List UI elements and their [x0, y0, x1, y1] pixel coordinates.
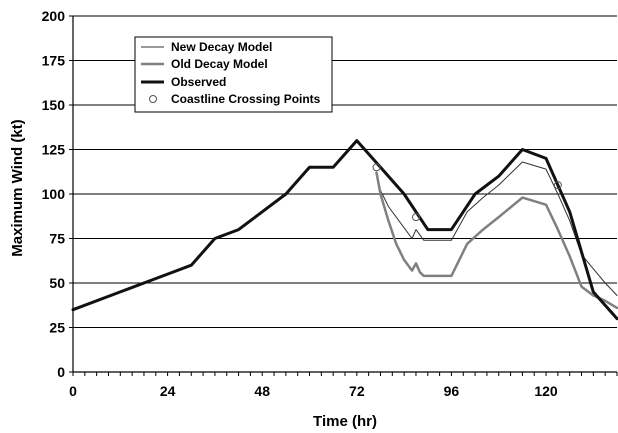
y-axis-title: Maximum Wind (kt): [9, 119, 26, 256]
y-tick-label: 50: [49, 275, 65, 291]
coastline-crossing-point: [411, 213, 420, 222]
crossing-point-markers: [372, 163, 562, 222]
y-tick-labels: 0 25 50 75 100 125 150 175 200: [42, 8, 66, 380]
x-tick-labels: 0 24 48 72 96 120: [69, 383, 558, 399]
y-tick-label: 100: [42, 186, 66, 202]
x-tick-label: 0: [69, 383, 77, 399]
y-tick-label: 175: [42, 53, 66, 69]
old-decay-model-line: [375, 171, 618, 310]
legend-swatch-crossing-points: [149, 95, 157, 103]
x-axis-title: Time (hr): [313, 413, 377, 430]
legend-label-new-decay: New Decay Model: [171, 40, 272, 54]
legend: New Decay Model Old Decay Model Observed…: [134, 36, 333, 113]
legend-label-crossing-points: Coastline Crossing Points: [171, 92, 321, 106]
x-tick-label: 72: [349, 383, 365, 399]
legend-box: [134, 36, 333, 113]
x-tick-label: 120: [534, 383, 558, 399]
axes: [69, 15, 618, 376]
y-tick-label: 75: [49, 231, 65, 247]
y-tick-label: 0: [57, 364, 65, 380]
y-tick-label: 150: [42, 97, 66, 113]
series-lines: [71, 139, 618, 321]
coastline-crossing-point: [553, 181, 562, 190]
y-tick-label: 125: [42, 142, 66, 158]
y-tick-label: 200: [42, 8, 66, 24]
new-decay-model-line: [376, 161, 618, 296]
observed-line: [71, 139, 618, 321]
coastline-crossing-point: [372, 163, 381, 172]
legend-label-observed: Observed: [171, 75, 226, 89]
x-tick-label: 24: [160, 383, 176, 399]
y-tick-label: 25: [49, 320, 65, 336]
legend-label-old-decay: Old Decay Model: [171, 57, 268, 71]
x-tick-label: 96: [444, 383, 460, 399]
x-tick-label: 48: [254, 383, 270, 399]
